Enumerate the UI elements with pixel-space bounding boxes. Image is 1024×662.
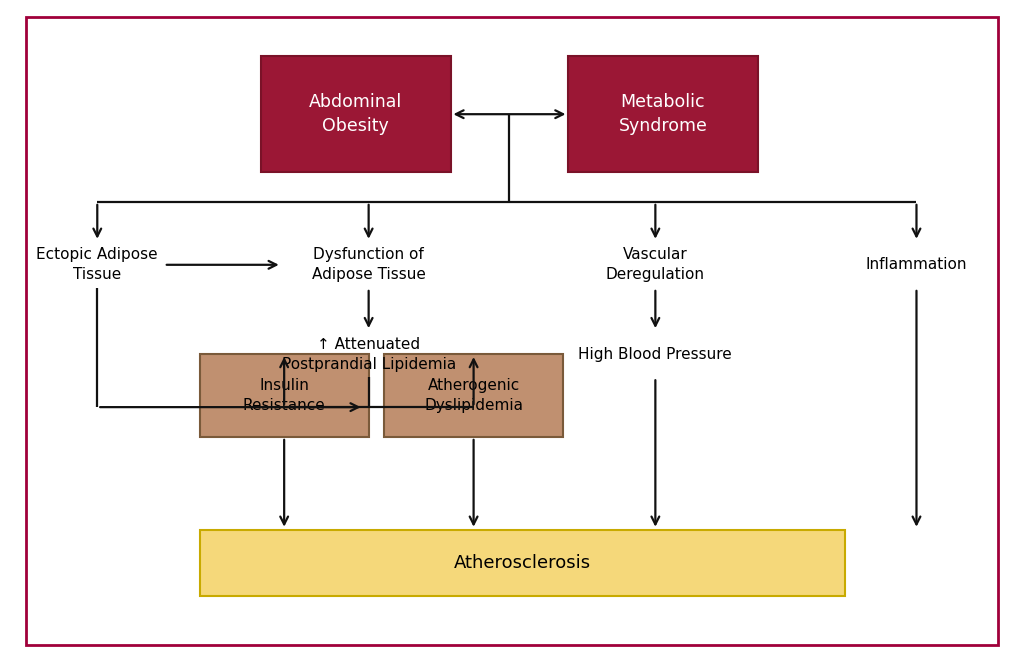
Text: Ectopic Adipose
Tissue: Ectopic Adipose Tissue	[37, 248, 158, 282]
Text: Insulin
Resistance: Insulin Resistance	[243, 378, 326, 413]
Text: High Blood Pressure: High Blood Pressure	[579, 347, 732, 361]
Bar	[200, 530, 845, 596]
Bar	[261, 56, 451, 172]
Text: Atherogenic
Dyslipidemia: Atherogenic Dyslipidemia	[424, 378, 523, 413]
Text: Atherosclerosis: Atherosclerosis	[454, 553, 591, 572]
Bar	[568, 56, 758, 172]
Text: Dysfunction of
Adipose Tissue: Dysfunction of Adipose Tissue	[311, 248, 426, 282]
Bar	[384, 354, 563, 437]
Text: Metabolic
Syndrome: Metabolic Syndrome	[618, 93, 708, 135]
Text: Inflammation: Inflammation	[865, 258, 968, 272]
Text: ↑ Attenuated
Postprandial Lipidemia: ↑ Attenuated Postprandial Lipidemia	[282, 337, 456, 371]
Text: Vascular
Deregulation: Vascular Deregulation	[606, 248, 705, 282]
Bar	[200, 354, 369, 437]
Text: Abdominal
Obesity: Abdominal Obesity	[309, 93, 402, 135]
